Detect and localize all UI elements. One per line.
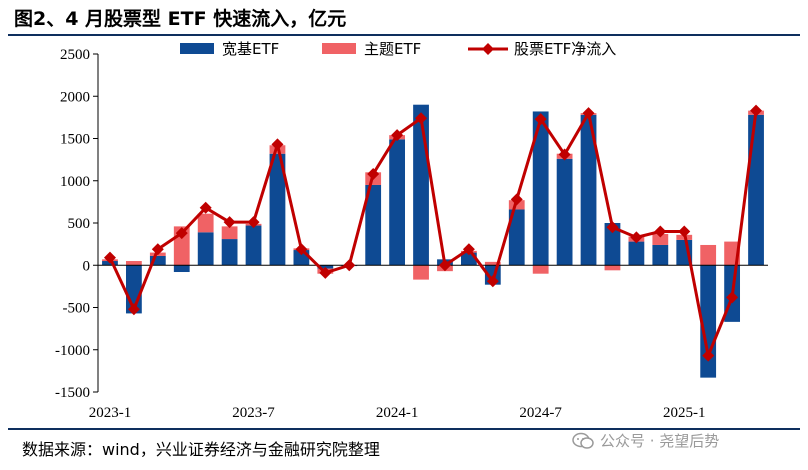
theme-etf-bar-2023-6 <box>221 226 238 240</box>
legend-marker-net <box>482 43 494 55</box>
theme-etf-bar-2024-7 <box>532 265 549 274</box>
net-inflow-point-2023-10 <box>319 266 332 279</box>
net-inflow-point-2024-2 <box>415 112 428 125</box>
broad-etf-bar-2024-7 <box>532 111 549 266</box>
net-inflow-point-2024-7 <box>534 113 547 126</box>
broad-etf-bar-2024-12 <box>652 244 669 266</box>
net-inflow-point-2024-3 <box>438 259 451 272</box>
x-tick-label: 2023-7 <box>232 405 275 421</box>
net-inflow-point-2023-12 <box>367 167 380 180</box>
broad-etf-bar-2023-12 <box>365 184 382 266</box>
net-inflow-point-2025-2 <box>702 349 715 362</box>
net-inflow-point-2024-9 <box>582 107 595 120</box>
broad-etf-bar-2023-6 <box>221 239 238 266</box>
broad-etf-bar-2025-4 <box>748 114 764 266</box>
net-inflow-point-2024-4 <box>462 243 475 256</box>
broad-etf-bar-2024-2 <box>413 104 429 266</box>
watermark-text: 公众号 · 尧望后势 <box>600 432 720 450</box>
net-inflow-point-2024-5 <box>486 275 499 288</box>
legend-label-theme: 主题ETF <box>364 40 421 58</box>
net-inflow-point-2023-1 <box>103 251 116 264</box>
theme-etf-bar-2024-10 <box>604 265 621 271</box>
chart: 宽基ETF 主题ETF 股票ETF净流入 -1500 -1000 -500 0 500 100… <box>55 40 768 421</box>
theme-etf-bar-2024-2 <box>413 265 429 280</box>
bars <box>102 104 764 378</box>
net-inflow-line <box>103 104 763 362</box>
y-tick-label: 0 <box>83 258 91 274</box>
x-tick-label: 2025-1 <box>663 405 706 421</box>
net-inflow-point-2023-4 <box>175 227 188 240</box>
title-rule <box>8 34 800 36</box>
net-inflow-point-2025-4 <box>750 104 763 117</box>
net-inflow-point-2023-7 <box>247 216 260 229</box>
net-inflow-point-2024-12 <box>654 225 667 238</box>
source-note: 数据来源：wind，兴业证券经济与金融研究院整理 <box>22 440 380 459</box>
legend-label-net: 股票ETF净流入 <box>514 40 616 58</box>
y-tick-label: 1500 <box>60 132 90 148</box>
broad-etf-bar-2023-7 <box>245 225 262 266</box>
watermark: 公众号 · 尧望后势 <box>572 430 719 451</box>
theme-etf-bar-2023-5 <box>197 213 214 233</box>
wechat-icon <box>572 432 594 449</box>
net-inflow-point-2023-9 <box>295 243 308 256</box>
y-tick-label: -1500 <box>55 385 90 401</box>
broad-etf-bar-2024-10 <box>604 223 621 266</box>
net-inflow-point-2024-10 <box>606 221 619 234</box>
legend: 宽基ETF 主题ETF 股票ETF净流入 <box>180 40 616 58</box>
broad-etf-bar-2024-9 <box>580 114 597 266</box>
net-inflow-point-2024-8 <box>558 148 571 161</box>
legend-label-broad: 宽基ETF <box>222 40 279 58</box>
x-tick-label: 2024-1 <box>376 405 419 421</box>
y-tick-label: 1000 <box>60 174 90 190</box>
chart-title: 图2、4 月股票型 ETF 快速流入，亿元 <box>14 8 347 30</box>
y-tick-label: 500 <box>68 216 91 232</box>
axes: -1500 -1000 -500 0 500 1000 1500 2000 2500 2023-1… <box>55 47 768 421</box>
net-inflow-point-2023-3 <box>151 243 164 256</box>
source-rule <box>8 428 800 430</box>
net-inflow-point-2023-6 <box>223 216 236 229</box>
theme-etf-bar-2024-5 <box>484 261 501 266</box>
broad-etf-bar-2024-8 <box>556 158 573 266</box>
net-inflow-point-2023-2 <box>127 303 140 316</box>
y-tick-label: 2500 <box>60 47 90 63</box>
broad-etf-bar-2023-8 <box>269 153 286 266</box>
broad-etf-bar-2023-4 <box>173 265 190 273</box>
net-inflow-polyline <box>108 110 758 358</box>
broad-etf-bar-2024-1 <box>389 139 406 266</box>
broad-etf-bar-2024-6 <box>508 209 525 266</box>
legend-swatch-broad <box>180 43 214 54</box>
net-inflow-point-2024-11 <box>630 231 643 244</box>
theme-etf-bar-2024-12 <box>652 233 669 245</box>
x-tick-label: 2024-7 <box>519 405 562 421</box>
net-inflow-point-2023-5 <box>199 201 212 214</box>
broad-etf-bar-2024-11 <box>628 241 645 266</box>
theme-etf-bar-2025-2 <box>700 244 717 266</box>
x-tick-label: 2023-1 <box>89 405 132 421</box>
broad-etf-bar-2023-5 <box>197 232 214 266</box>
net-inflow-point-2025-1 <box>678 225 691 238</box>
net-inflow-point-2025-3 <box>726 291 739 304</box>
y-tick-label: -500 <box>63 301 91 317</box>
broad-etf-bar-2023-3 <box>149 255 166 266</box>
net-inflow-point-2023-8 <box>271 138 284 151</box>
y-tick-label: -1000 <box>55 343 90 359</box>
theme-etf-bar-2023-2 <box>125 261 142 266</box>
net-inflow-point-2024-1 <box>391 129 404 142</box>
net-inflow-point-2024-6 <box>510 193 523 206</box>
legend-swatch-theme <box>322 43 356 54</box>
net-inflow-point-2023-11 <box>343 259 356 272</box>
y-tick-label: 2000 <box>60 89 90 105</box>
